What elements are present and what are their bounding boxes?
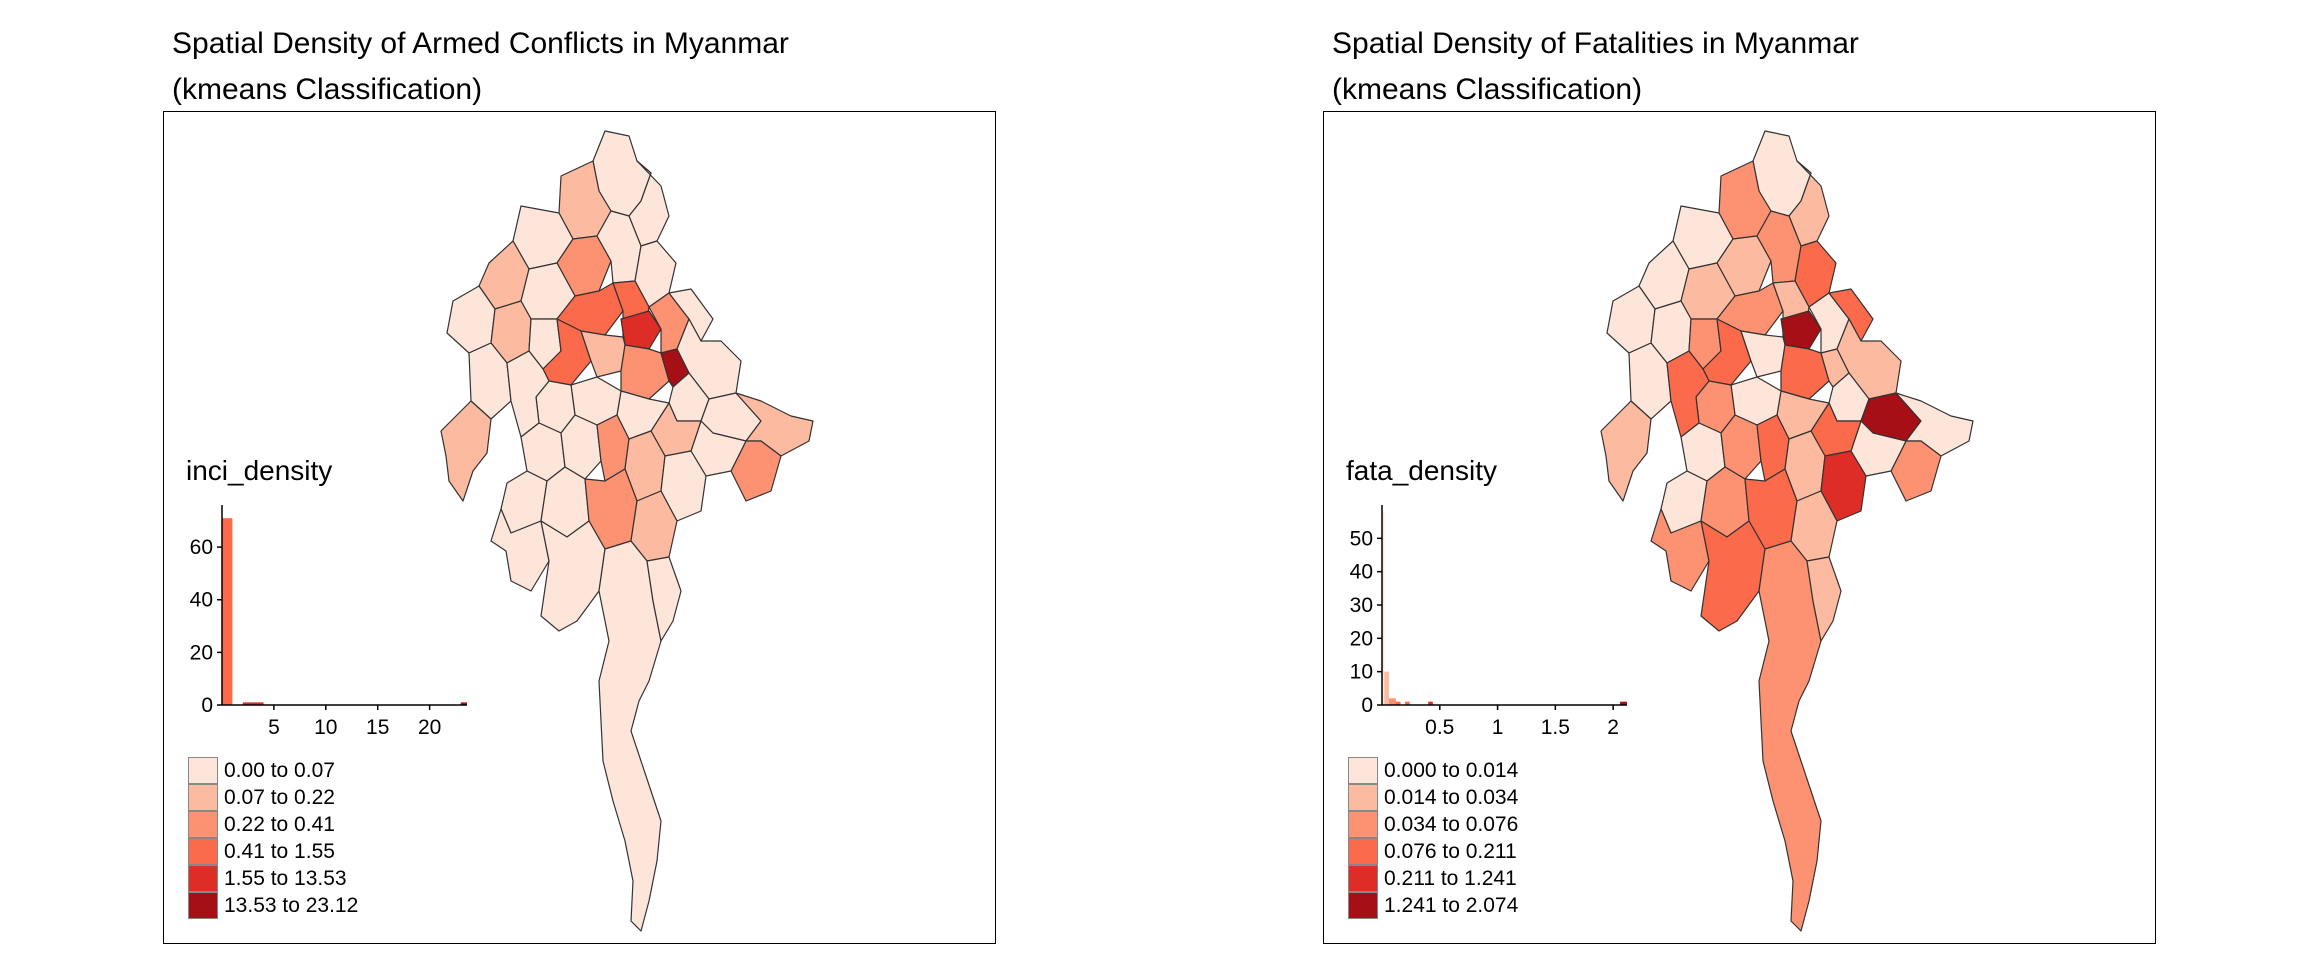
legend-item: 0.076 to 0.211	[1348, 838, 1518, 865]
histogram-x-tick-label: 20	[418, 716, 441, 739]
district-region	[735, 392, 814, 457]
legend-label: 0.014 to 0.034	[1384, 785, 1519, 809]
district-region	[598, 540, 662, 932]
histogram-y-tick-label: 40	[1350, 561, 1373, 584]
histogram-bar	[1382, 511, 1385, 705]
histogram-bar	[1428, 701, 1433, 705]
legend-item: 0.014 to 0.034	[1348, 784, 1518, 811]
conflict-density-panel: Spatial Density of Armed Conflicts in My…	[163, 27, 996, 944]
legend-item: 13.53 to 23.12	[188, 892, 358, 919]
histogram-bar	[1405, 701, 1410, 705]
legend-title: fata_density	[1346, 455, 1497, 486]
histogram-x-tick-label: 15	[366, 716, 389, 739]
district-region	[1666, 350, 1710, 438]
histogram-y-tick-label: 20	[190, 641, 213, 664]
district-region	[1650, 508, 1710, 592]
district-region	[646, 556, 682, 642]
legend-label: 0.07 to 0.22	[224, 785, 335, 809]
legend-swatch	[188, 892, 218, 919]
histogram-bar	[460, 702, 467, 705]
legend-swatch	[188, 757, 218, 784]
legend-label: 13.53 to 23.12	[224, 893, 359, 917]
myanmar-choropleth-map	[440, 130, 814, 932]
histogram-bar	[1388, 698, 1396, 705]
legend-label: 0.034 to 0.076	[1384, 812, 1519, 836]
histogram-x-tick-label: 1	[1492, 716, 1504, 739]
district-region	[620, 344, 670, 400]
legend-item: 1.241 to 2.074	[1348, 892, 1518, 919]
legend-item: 0.07 to 0.22	[188, 784, 358, 811]
legend: 0.00 to 0.07 0.07 to 0.22 0.22 to 0.41 0.41…	[188, 757, 358, 919]
fatality-density-panel: Spatial Density of Fatalities in Myanmar…	[1152, 0, 2304, 960]
legend-swatch	[188, 784, 218, 811]
legend-item: 0.034 to 0.076	[1348, 811, 1518, 838]
legend: 0.000 to 0.014 0.014 to 0.034 0.034 to 0.0…	[1348, 757, 1518, 919]
legend-label: 0.00 to 0.07	[224, 758, 335, 782]
histogram-bar	[222, 518, 233, 705]
legend-swatch	[1348, 865, 1378, 892]
histogram-bar	[242, 702, 264, 705]
legend-label: 0.41 to 1.55	[224, 839, 335, 863]
histogram-y-tick-label: 40	[190, 589, 213, 612]
legend-title: inci_density	[186, 455, 333, 486]
district-region	[1758, 540, 1822, 932]
legend-swatch	[1348, 757, 1378, 784]
histogram-y-tick-label: 30	[1350, 594, 1373, 617]
legend-label: 1.55 to 13.53	[224, 866, 347, 890]
histogram-x-tick-label: 2	[1607, 716, 1619, 739]
district-region	[1600, 400, 1652, 502]
district-region	[1780, 344, 1830, 400]
legend-swatch	[188, 865, 218, 892]
legend-item: 0.00 to 0.07	[188, 757, 358, 784]
legend-histogram: 0 20 40 60 5 10 15 20	[190, 505, 467, 739]
legend-swatch	[1348, 838, 1378, 865]
legend-swatch	[188, 811, 218, 838]
legend-item: 0.000 to 0.014	[1348, 757, 1518, 784]
histogram-bar	[1395, 701, 1401, 705]
map-title: Spatial Density of Fatalities in Myanmar	[1332, 27, 1859, 60]
map-subtitle: (kmeans Classification)	[1332, 73, 1643, 106]
legend-label: 1.241 to 2.074	[1384, 893, 1519, 917]
district-region	[1828, 288, 1874, 342]
histogram-bar	[1384, 671, 1389, 705]
district-region	[1895, 392, 1974, 457]
histogram-y-tick-label: 0	[201, 694, 213, 717]
histogram-y-tick-label: 60	[190, 536, 213, 559]
legend-swatch	[1348, 811, 1378, 838]
histogram-y-tick-label: 10	[1350, 661, 1373, 684]
district-region	[440, 400, 492, 502]
legend-histogram: 0 10 20 30 40 50 0.5 1 1.5 2	[1350, 505, 1627, 739]
myanmar-choropleth-map	[1600, 130, 1974, 932]
histogram-x-tick-label: 10	[314, 716, 337, 739]
histogram-y-tick-label: 50	[1350, 527, 1373, 550]
histogram-bar	[1620, 701, 1627, 705]
legend-item: 1.55 to 13.53	[188, 865, 358, 892]
district-region	[540, 520, 606, 632]
map-frame	[1323, 111, 2156, 944]
district-region	[1700, 520, 1766, 632]
map-subtitle: (kmeans Classification)	[172, 73, 483, 106]
legend-item: 0.22 to 0.41	[188, 811, 358, 838]
histogram-x-tick-label: 1.5	[1541, 716, 1570, 739]
legend-swatch	[1348, 892, 1378, 919]
legend-label: 0.076 to 0.211	[1384, 839, 1517, 863]
histogram-x-tick-label: 0.5	[1425, 716, 1454, 739]
legend-swatch	[188, 838, 218, 865]
histogram-y-tick-label: 0	[1361, 694, 1373, 717]
legend-swatch	[1348, 784, 1378, 811]
map-title: Spatial Density of Armed Conflicts in My…	[172, 27, 789, 60]
map-frame	[163, 111, 996, 944]
district-region	[490, 508, 550, 592]
legend-label: 0.211 to 1.241	[1384, 866, 1517, 890]
legend-item: 0.211 to 1.241	[1348, 865, 1518, 892]
legend-item: 0.41 to 1.55	[188, 838, 358, 865]
legend-label: 0.22 to 0.41	[224, 812, 335, 836]
legend-label: 0.000 to 0.014	[1384, 758, 1519, 782]
district-region	[668, 288, 714, 342]
histogram-x-tick-label: 5	[268, 716, 280, 739]
district-region	[1806, 556, 1842, 642]
district-region	[506, 350, 550, 438]
histogram-y-tick-label: 20	[1350, 627, 1373, 650]
